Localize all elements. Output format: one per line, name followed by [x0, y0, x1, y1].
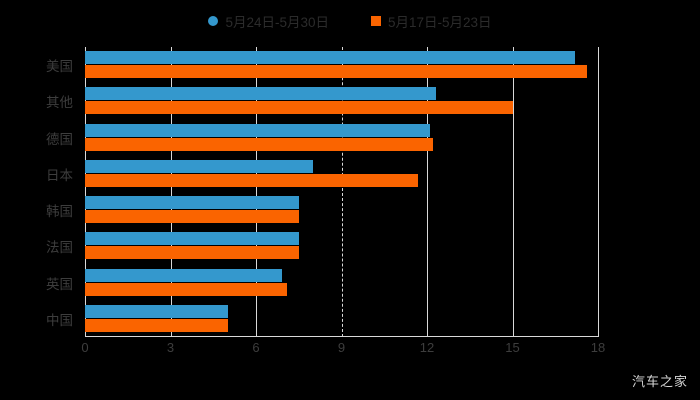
legend-item-0[interactable]: 5月24日-5月30日: [208, 11, 329, 31]
x-tick-label-3: 3: [166, 340, 175, 355]
x-axis-tick-labels: 0 3 6 9 12 15 18: [81, 340, 605, 360]
legend-label: 5月24日-5月30日: [225, 15, 329, 30]
bar-group-1: 其他: [46, 83, 598, 119]
gridline-6: [256, 47, 257, 337]
x-tick-label-9: 9: [337, 340, 346, 355]
legend-label: 5月17日-5月23日: [388, 15, 492, 30]
gridline-0: [85, 47, 86, 337]
gridline-9: [341, 47, 343, 337]
y-axis-label-1: 其他: [46, 95, 73, 111]
legend-swatch-square-icon: [371, 16, 381, 26]
x-tick-label-15: 15: [505, 340, 520, 355]
y-axis-label-5: 法国: [46, 240, 73, 256]
bar-group-3: 日本: [46, 156, 598, 192]
bar-1-0[interactable]: [85, 65, 587, 78]
gridline-18: [598, 47, 599, 337]
bar-1-3[interactable]: [85, 173, 419, 187]
bar-group-6: 英国: [46, 265, 598, 301]
bar-0-2[interactable]: [85, 123, 430, 137]
bar-1-1[interactable]: [85, 101, 513, 115]
y-axis-label-0: 美国: [46, 59, 73, 75]
bar-1-6[interactable]: [85, 282, 288, 296]
bar-0-7[interactable]: [85, 304, 228, 318]
bar-1-5[interactable]: [85, 246, 299, 260]
x-tick-label-12: 12: [419, 340, 435, 355]
bar-group-7: 中国: [46, 301, 598, 337]
y-axis-label-2: 德国: [46, 131, 73, 147]
x-tick-label-0: 0: [81, 340, 89, 355]
y-axis-label-6: 英国: [46, 276, 73, 292]
legend-swatch-circle-icon: [208, 16, 219, 26]
plot-area: 美国其他德国日本韩国法国英国中国: [46, 47, 599, 337]
x-tick-label-18: 18: [590, 340, 606, 355]
bar-0-1[interactable]: [85, 87, 436, 101]
bar-1-7[interactable]: [85, 318, 228, 332]
bar-0-0[interactable]: [85, 51, 576, 64]
y-axis-label-3: 日本: [46, 167, 73, 183]
bar-0-5[interactable]: [85, 232, 299, 246]
bar-0-6[interactable]: [85, 268, 282, 282]
bar-rows: 美国其他德国日本韩国法国英国中国: [46, 47, 598, 337]
bar-0-3[interactable]: [85, 159, 313, 173]
gridline-12: [427, 47, 428, 337]
bar-group-2: 德国: [46, 120, 598, 156]
bar-0-4[interactable]: [85, 196, 299, 209]
x-tick-label-6: 6: [252, 340, 260, 355]
bar-group-4: 韩国: [46, 192, 598, 228]
chart-legend: 5月24日-5月30日 5月17日-5月23日: [0, 8, 700, 34]
bar-1-2[interactable]: [85, 137, 433, 151]
bar-group-5: 法国: [46, 228, 598, 264]
y-axis-label-7: 中国: [46, 312, 73, 328]
gridline-15: [512, 47, 514, 337]
watermark-label: 汽车之家: [631, 374, 688, 389]
gridline-3: [170, 47, 172, 337]
y-axis-label-4: 韩国: [46, 204, 73, 220]
x-axis-line: [85, 336, 598, 337]
bar-1-4[interactable]: [85, 210, 299, 223]
bar-group-0: 美国: [46, 47, 598, 83]
legend-item-1[interactable]: 5月17日-5月23日: [371, 11, 492, 31]
